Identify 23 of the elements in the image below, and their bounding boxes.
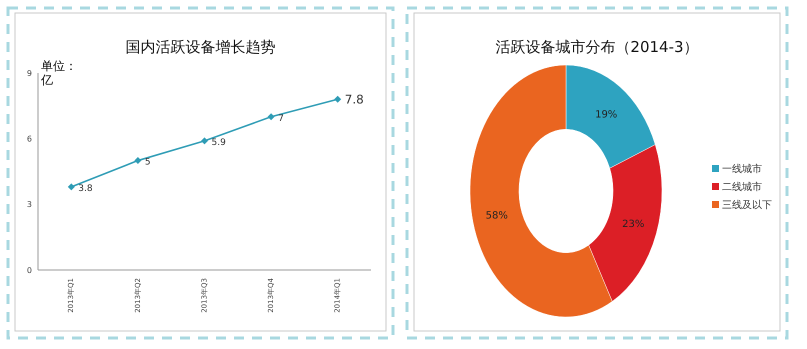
legend-label: 一线城市 [722,163,762,175]
y-tick-label: 3 [26,200,32,210]
point [201,137,208,144]
y-tick-label: 6 [26,134,32,144]
data-label: 5 [144,158,151,168]
point [68,183,75,190]
data-label: 7 [278,114,284,124]
chart-title: 国内活跃设备增长趋势 [126,38,276,56]
point [334,96,342,103]
data-label: 58% [486,210,508,222]
data-label: 5.9 [212,138,226,148]
legend-label: 二线城市 [722,181,762,193]
y-axis-title: 单位：亿 [40,59,77,87]
chart-title: 活跃设备城市分布（2014-3） [495,38,699,56]
data-label: 19% [595,109,618,120]
data-label: 7.8 [344,92,364,106]
point [134,157,142,164]
y-tick-label: 0 [26,266,32,275]
point [268,113,275,120]
legend-label: 三线及以下 [722,199,772,211]
data-label: 3.8 [78,184,93,194]
y-tick-label: 9 [26,68,32,78]
data-label: 23% [622,218,644,230]
